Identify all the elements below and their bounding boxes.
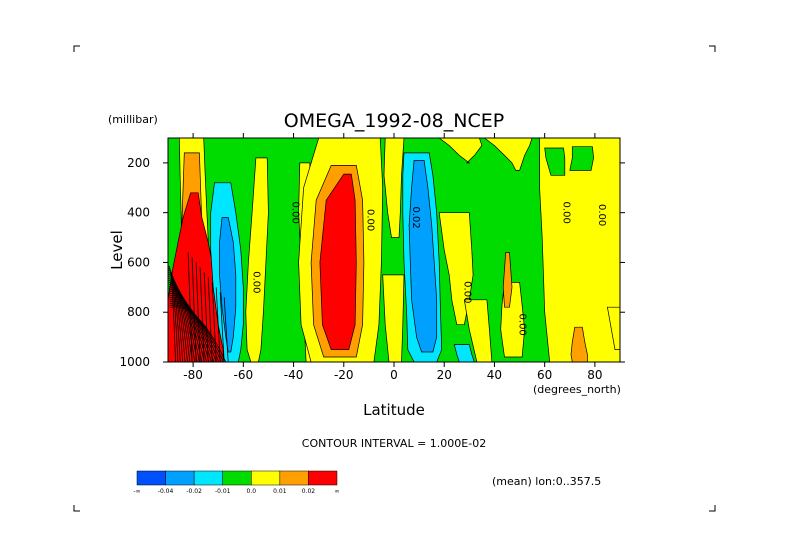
x-tick-label: -80: [183, 368, 203, 382]
x-unit-label: (degrees_north): [533, 383, 621, 396]
colorbar-label: -0.01: [215, 488, 231, 495]
y-unit-label: (millibar): [108, 113, 158, 126]
x-tick-label: 80: [587, 368, 602, 382]
colorbar-label: 0.02: [302, 488, 316, 495]
y-axis-title: Level: [108, 230, 126, 270]
contour-label: 0.00: [250, 271, 261, 293]
colorbar-swatch: [279, 470, 309, 486]
contour-region-big-red: [319, 173, 357, 350]
contour-region-band-blue-left: [219, 217, 237, 353]
x-tick-label: -20: [334, 368, 354, 382]
y-tick-label: 400: [127, 206, 150, 220]
colorbar-swatch: [193, 470, 223, 486]
plot-area: 0.00 0.000.000.02 0.00 0.000.000.0020040060…: [119, 133, 625, 382]
colorbar: -∞ -0.04 -0.02 -0.01 0.0 0.01 0.02 ∞: [133, 470, 340, 495]
contour-label: 0.00: [365, 209, 376, 231]
colorbar-label: ∞: [335, 488, 340, 495]
contour-region-yellow-bottom-center: [463, 299, 493, 362]
x-tick-label: -60: [234, 368, 254, 382]
contour-label: 0.00: [517, 314, 528, 336]
contour-region-blue-center: [408, 160, 438, 353]
crop-marks: [73, 45, 716, 512]
colorbar-swatch: [251, 470, 281, 486]
colorbar-swatch: [136, 470, 166, 486]
contour-region-yellow-right: [539, 138, 620, 362]
contour-region-yellow-lower-center: [382, 274, 405, 362]
x-tick-label: 20: [437, 368, 452, 382]
x-tick-label: 40: [487, 368, 502, 382]
dense-contours: [168, 252, 229, 362]
x-tick-label: 0: [390, 368, 398, 382]
colorbar-label: 0.01: [273, 488, 287, 495]
contour-interval-label: CONTOUR INTERVAL = 1.000E-02: [302, 437, 486, 450]
contour-label: 0.00: [289, 202, 300, 224]
contour-region-orange-right: [570, 326, 588, 362]
colorbar-swatch: [222, 470, 252, 486]
contour-label: 0.00: [596, 204, 607, 226]
contour-label: 0.02: [410, 207, 421, 229]
mean-label: (mean) lon:0..357.5: [492, 475, 601, 488]
contour-label: 0.00: [561, 202, 572, 224]
contour-region-green-right-b: [569, 146, 594, 171]
y-tick-label: 800: [127, 305, 150, 319]
colorbar-swatch: [165, 470, 195, 486]
contour-region-yellow-upper-center: [383, 138, 405, 238]
colorbar-label: 0.0: [247, 488, 257, 495]
x-axis-title: Latitude: [363, 401, 425, 419]
contour-region-cyan-lower: [453, 344, 475, 362]
contour-region-band-yellow-a: [245, 157, 269, 362]
y-tick-label: 1000: [119, 355, 150, 369]
colorbar-label: -0.04: [158, 488, 174, 495]
colorbar-label: -0.02: [186, 488, 202, 495]
y-tick-label: 600: [127, 255, 150, 269]
x-tick-label: -40: [284, 368, 304, 382]
x-tick-label: 60: [537, 368, 552, 382]
chart-title: OMEGA_1992-08_NCEP: [284, 110, 504, 132]
colorbar-swatch: [308, 470, 338, 486]
contour-region-yellow-edge-right: [606, 306, 620, 350]
contour-region-orange-east: [502, 252, 513, 308]
contour-label: 0.00: [461, 281, 472, 303]
contour-region-yellow-mid-center: [438, 212, 474, 326]
contour-region-yellow-top-right: [483, 138, 533, 171]
contour-region-green-right-a: [544, 147, 566, 176]
colorbar-label: -∞: [133, 488, 140, 495]
y-tick-label: 200: [127, 156, 150, 170]
contour-region-yellow-top-center: [438, 138, 483, 164]
